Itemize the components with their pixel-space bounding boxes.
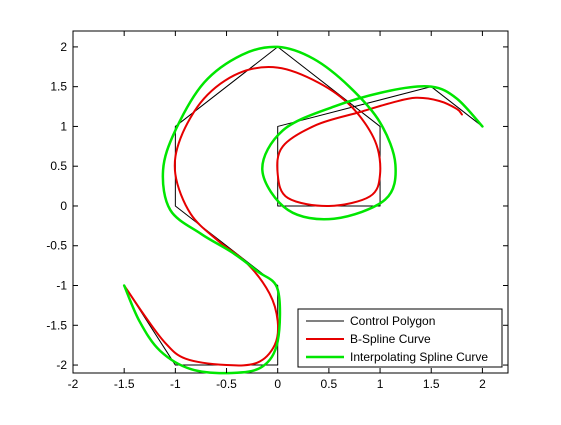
y-tick-label: -0.5	[46, 239, 67, 253]
y-tick-label: 0	[60, 199, 67, 213]
legend-label: B-Spline Curve	[350, 332, 431, 346]
series-line-interpolating-spline-curve	[122, 45, 484, 375]
y-tick-label: -1.5	[46, 318, 67, 332]
y-tick-label: 1.5	[50, 80, 67, 94]
x-tick-label: -1.5	[114, 377, 135, 391]
series-layer	[122, 45, 484, 375]
x-tick-label: 1.5	[423, 377, 440, 391]
legend-label: Control Polygon	[350, 314, 435, 328]
axes: -2 -1.5 -1 -0.5 0 0.5 1 1.5 2 -2 -1.5 -1 -0.5 0 0.5 1 1.…	[46, 31, 508, 391]
legend-label: Interpolating Spline Curve	[350, 350, 488, 364]
x-tick-label: -2	[68, 377, 79, 391]
x-tick-label: -0.5	[216, 377, 237, 391]
y-tick-label: -1	[56, 279, 67, 293]
y-tick-label: 2	[60, 40, 67, 54]
series-line-b-spline-curve	[123, 66, 463, 367]
x-tick-label: 1	[377, 377, 384, 391]
y-tick-label: 0.5	[50, 159, 67, 173]
y-tick-label: -2	[56, 358, 67, 372]
legend: Control Polygon B-Spline Curve Interpolati…	[297, 308, 503, 368]
y-tick-label: 1	[60, 119, 67, 133]
x-tick-label: 0	[274, 377, 281, 391]
x-tick-label: 2	[479, 377, 486, 391]
x-tick-label: 0.5	[321, 377, 338, 391]
x-tick-label: -1	[170, 377, 181, 391]
